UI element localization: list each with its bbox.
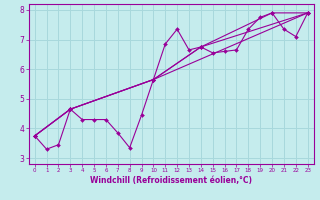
X-axis label: Windchill (Refroidissement éolien,°C): Windchill (Refroidissement éolien,°C)	[90, 176, 252, 185]
